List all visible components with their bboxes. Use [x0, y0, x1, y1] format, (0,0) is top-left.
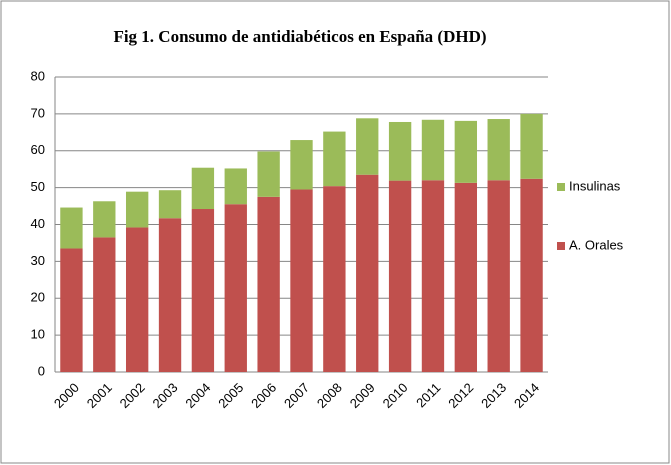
legend-label: Insulinas	[569, 178, 621, 193]
y-tick-label: 60	[31, 142, 45, 157]
bar-segment	[421, 119, 445, 181]
y-tick-label: 80	[31, 68, 45, 83]
bar-segment	[257, 151, 280, 197]
y-tick-label: 70	[31, 105, 45, 120]
bar-segment	[125, 227, 149, 372]
bar-segment	[388, 180, 412, 372]
bar-segment	[421, 180, 445, 372]
bar-segment	[290, 189, 313, 372]
bar-segment	[191, 209, 215, 372]
legend-swatch	[557, 242, 565, 250]
legend-swatch	[557, 183, 565, 191]
bar-segment	[224, 204, 247, 372]
y-tick-label: 30	[31, 253, 45, 268]
bar-segment	[323, 131, 346, 187]
bar-segment	[60, 207, 83, 249]
bar-segment	[191, 167, 215, 210]
y-tick-label: 50	[31, 179, 45, 194]
y-tick-label: 20	[31, 290, 45, 305]
bar-segment	[356, 118, 379, 175]
bar-segment	[93, 237, 116, 372]
bar-segment	[454, 182, 478, 372]
bar-segment	[158, 190, 182, 219]
bar-segment	[60, 248, 83, 372]
bar-segment	[520, 178, 543, 372]
bar-segment	[224, 168, 247, 205]
bar-segment	[290, 140, 313, 190]
y-tick-label: 40	[31, 216, 45, 231]
y-tick-label: 10	[31, 327, 45, 342]
y-tick-label: 0	[38, 363, 45, 378]
bar-segment	[487, 119, 510, 181]
bar-segment	[125, 191, 149, 228]
bar-segment	[520, 113, 543, 179]
bar-segment	[487, 180, 510, 372]
bar-segment	[323, 186, 346, 372]
bar-segment	[454, 120, 478, 183]
bar-segment	[388, 121, 412, 181]
bar-segment	[356, 174, 379, 372]
chart-title: Fig 1. Consumo de antidiabéticos en Espa…	[113, 27, 486, 46]
legend-label: A. Orales	[569, 237, 624, 252]
bar-segment	[257, 196, 280, 372]
bar-segment	[158, 218, 182, 372]
bar-segment	[93, 201, 116, 238]
